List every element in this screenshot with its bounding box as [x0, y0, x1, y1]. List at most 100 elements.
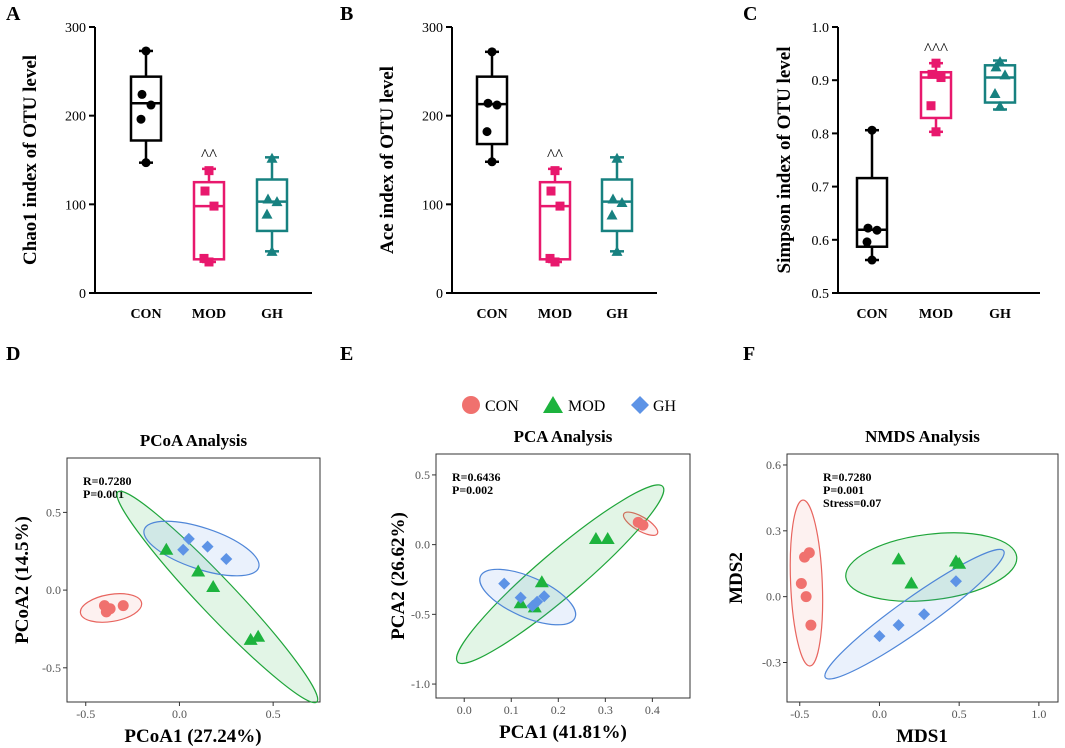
box-group-mod	[538, 166, 572, 267]
significance-marker: ^^	[201, 145, 217, 164]
boxplot-panel-c: 0.5 0.6 0.7 0.8 0.9 1.0 Simpson index of OTU l…	[774, 21, 1040, 322]
data-point	[209, 201, 219, 211]
y-tick-label: 300	[65, 21, 86, 36]
data-point	[862, 237, 872, 247]
y-tick-label: 200	[65, 110, 86, 125]
y-tick-label: 0.5	[812, 287, 830, 302]
data-point	[926, 101, 936, 111]
data-point-gh	[949, 575, 962, 588]
y-tick-label: 0	[79, 287, 86, 302]
box-iqr	[919, 70, 953, 120]
x-tick-label: GH	[989, 307, 1011, 322]
box-group-con	[129, 46, 163, 168]
data-point	[606, 209, 618, 220]
y-tick-label: 0.3	[766, 524, 781, 538]
data-point-gh	[538, 590, 551, 603]
legend-marker-triangle	[543, 396, 563, 413]
data-point	[867, 125, 877, 135]
y-tick-label: 100	[422, 198, 443, 213]
y-tick-label: 1.0	[812, 21, 830, 36]
data-point	[266, 245, 278, 256]
y-tick-label: 0.5	[46, 505, 61, 519]
stat-annotation: R=0.7280	[823, 470, 872, 484]
data-point	[141, 158, 151, 168]
data-point-gh	[892, 619, 905, 632]
box-group-gh	[600, 152, 634, 256]
data-point-con	[795, 577, 807, 589]
data-point	[927, 69, 937, 79]
x-tick-label: 0.0	[457, 703, 472, 717]
x-axis-label: PCA1 (41.81%)	[499, 722, 627, 743]
x-axis-label: MDS1	[896, 726, 948, 747]
x-tick-label: GH	[261, 307, 283, 322]
y-tick-label: -0.5	[411, 607, 430, 621]
plot-title: PCoA Analysis	[140, 431, 248, 450]
data-point	[141, 46, 151, 56]
y-tick-label: 0.0	[766, 590, 781, 604]
y-tick-label: 0.6	[812, 234, 830, 249]
y-axis-label: MDS2	[726, 552, 747, 604]
box-group-gh	[255, 152, 289, 256]
box-iqr	[129, 75, 163, 142]
data-point-gh	[182, 532, 195, 545]
boxplot-panel-a: 0 100 200 300 Chao1 index of OTU level CON MOD…	[20, 21, 312, 322]
x-tick-label: MOD	[192, 307, 226, 322]
y-tick-label: 0.6	[766, 458, 781, 472]
boxplot-panel-b: 0 100 200 300 Ace index of OTU level CON MOD ^^…	[377, 21, 657, 322]
box-group-mod	[919, 58, 953, 137]
data-point-gh	[873, 630, 886, 643]
data-point	[990, 61, 1002, 72]
data-point	[931, 58, 941, 68]
data-point-mod	[159, 542, 174, 555]
data-point	[199, 253, 209, 263]
data-point	[994, 56, 1006, 67]
x-tick-label: -0.5	[790, 707, 809, 721]
significance-marker: ^^^	[924, 39, 948, 58]
box-group-con	[475, 47, 509, 167]
y-tick-label: 0.0	[415, 538, 430, 552]
data-point	[550, 166, 560, 176]
data-point-mod	[251, 629, 266, 642]
data-point-mod	[891, 552, 906, 565]
panel-letter-a: A	[6, 3, 21, 25]
x-tick-label: 0.5	[952, 707, 967, 721]
y-tick-label: 100	[65, 198, 86, 213]
data-point	[545, 253, 555, 263]
data-point-gh	[918, 608, 931, 621]
data-point	[204, 166, 214, 176]
x-tick-label: 0.4	[645, 703, 660, 717]
data-point-gh	[201, 540, 214, 553]
legend-label: GH	[653, 398, 677, 415]
plot-frame	[786, 453, 1059, 703]
data-point	[492, 100, 502, 110]
data-point	[999, 69, 1011, 80]
y-tick-label: 0.8	[812, 127, 830, 142]
legend-label: CON	[485, 398, 519, 415]
stat-annotation: P=0.002	[452, 483, 493, 497]
y-tick-label: 0.0	[46, 583, 61, 597]
box-iqr	[855, 176, 889, 248]
stat-annotation: R=0.6436	[452, 470, 501, 484]
y-axis-label: PCoA2 (14.5%)	[12, 516, 33, 644]
panel-letter-c: C	[743, 3, 757, 25]
plot-frame	[66, 457, 321, 703]
data-point	[261, 208, 273, 219]
y-tick-label: 0	[436, 287, 443, 302]
data-point	[611, 152, 623, 163]
data-point-con	[805, 619, 817, 631]
panel-letter-e: E	[340, 343, 353, 365]
x-tick-label: 0.1	[504, 703, 519, 717]
box-group-gh	[983, 56, 1017, 111]
data-point	[867, 255, 877, 265]
x-tick-label: CON	[130, 307, 161, 322]
y-axis-label: Ace index of OTU level	[377, 66, 398, 254]
data-point-con	[803, 547, 815, 559]
data-point	[616, 197, 628, 208]
data-point	[487, 157, 497, 167]
x-tick-label: 0.0	[872, 707, 887, 721]
y-tick-label: 300	[422, 21, 443, 36]
confidence-ellipse-gh	[143, 520, 260, 577]
data-point	[550, 257, 560, 267]
data-point-gh	[514, 591, 527, 604]
